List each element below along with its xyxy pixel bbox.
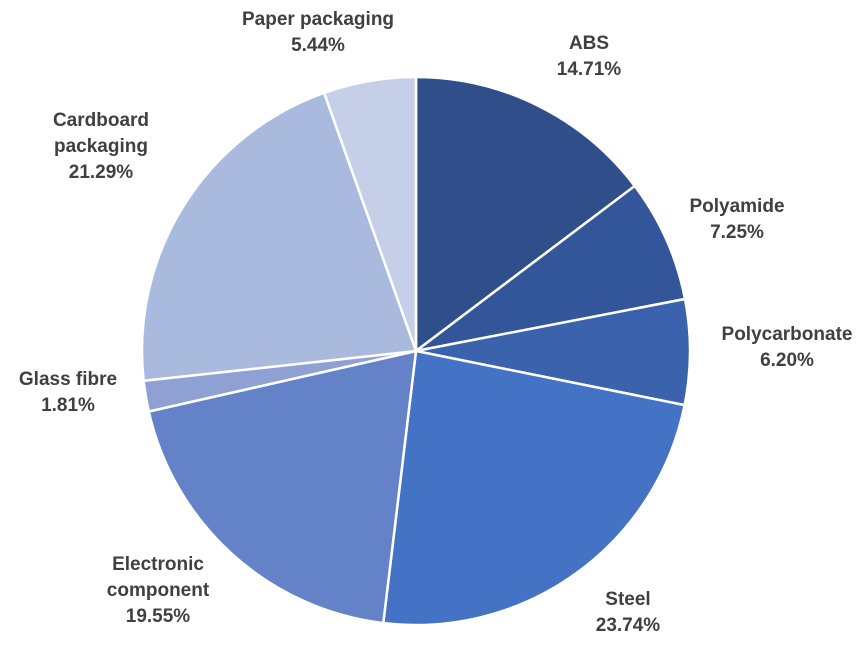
slice-name-label: Polycarbonate xyxy=(722,324,853,345)
pie-slices xyxy=(140,75,692,627)
slice-value-label: 6.20% xyxy=(760,350,814,371)
slice-name-label: ABS xyxy=(569,33,609,54)
pie-slice xyxy=(322,75,418,352)
slice-label: ABS 14.71% xyxy=(557,33,622,80)
slice-value-label: 19.55% xyxy=(126,606,191,627)
slice-label: Glass fibre 1.81% xyxy=(19,369,117,416)
slice-label: Polyamide 7.25% xyxy=(689,196,784,243)
slice-name-label: packaging xyxy=(54,136,148,157)
slice-label: Cardboard packaging 21.29% xyxy=(53,110,149,183)
pie-slice xyxy=(381,349,687,627)
slice-name-label: component xyxy=(107,580,210,601)
slice-name-label: Polyamide xyxy=(689,196,784,217)
pie-slice xyxy=(414,75,637,354)
pie-slice xyxy=(147,349,418,625)
slice-label: Polycarbonate 6.20% xyxy=(722,324,853,371)
slice-label: Steel 23.74% xyxy=(596,589,661,636)
slice-value-label: 23.74% xyxy=(596,615,661,636)
pie-slice xyxy=(140,91,418,383)
slice-label: Paper packaging 5.44% xyxy=(242,9,394,56)
slice-name-label: Cardboard xyxy=(53,110,149,131)
slice-name-label: Paper packaging xyxy=(242,9,394,30)
slice-name-label: Glass fibre xyxy=(19,369,117,390)
slice-value-label: 1.81% xyxy=(41,395,95,416)
slice-name-label: Steel xyxy=(605,589,650,610)
pie-labels: ABS 14.71% Polyamide 7.25% Polycarbonate 6.20… xyxy=(19,9,853,636)
slice-value-label: 7.25% xyxy=(710,222,764,243)
slice-label: Electronic component 19.55% xyxy=(107,554,210,627)
slice-value-label: 21.29% xyxy=(69,162,134,183)
pie-slice xyxy=(415,184,687,353)
slice-value-label: 14.71% xyxy=(557,59,622,80)
slice-value-label: 5.44% xyxy=(291,35,345,56)
slice-name-label: Electronic xyxy=(112,554,204,575)
